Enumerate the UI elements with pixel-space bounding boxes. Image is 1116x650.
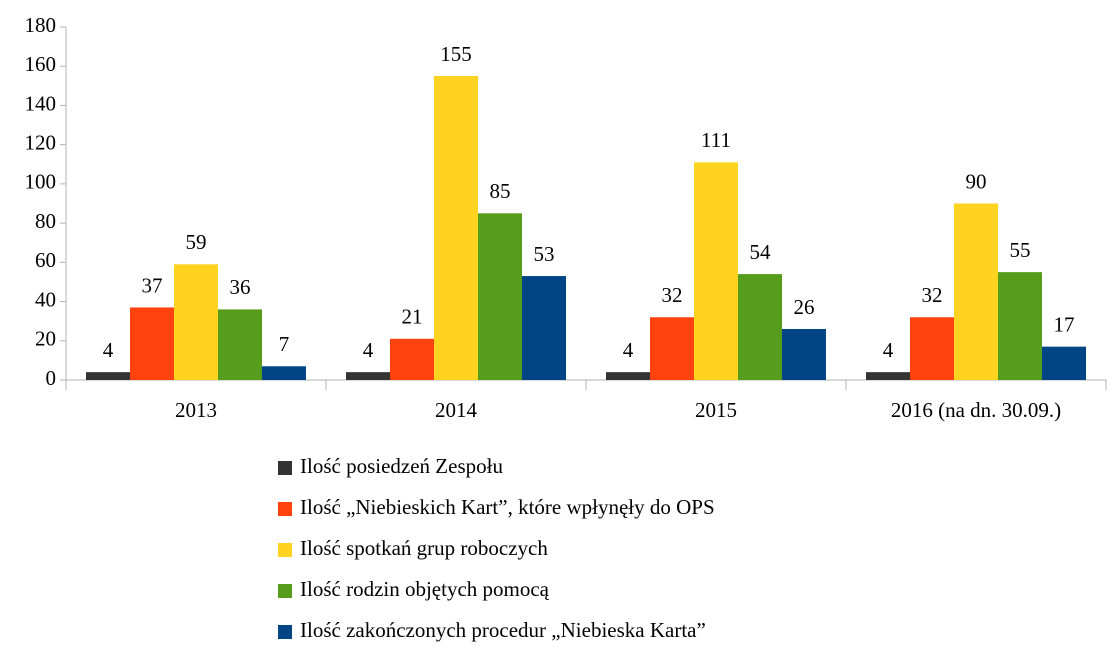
legend-swatch [278,543,292,557]
value-label: 4 [103,338,114,362]
y-tick-label: 160 [25,52,57,76]
legend-swatch [278,584,292,598]
y-tick-label: 100 [25,170,57,194]
bar [346,372,390,380]
y-tick-label: 180 [25,13,57,37]
bar [954,203,998,380]
legend-label: Ilość rodzin objętych pomocą [300,577,550,601]
bar [1042,346,1086,380]
value-label: 4 [883,338,894,362]
bar [782,329,826,380]
value-label: 7 [279,332,290,356]
value-label: 17 [1054,312,1075,336]
y-tick-label: 20 [35,327,56,351]
legend-swatch [278,461,292,475]
bar [390,338,434,380]
bar [738,274,782,380]
x-tick-label: 2014 [435,398,478,422]
value-label: 32 [922,283,943,307]
x-tick-label: 2016 (na dn. 30.09.) [891,398,1061,422]
bar [606,372,650,380]
bar [218,309,262,380]
value-label: 32 [662,283,683,307]
value-label: 59 [186,230,207,254]
y-tick-label: 0 [46,366,57,390]
legend-swatch [278,625,292,639]
bar [650,317,694,380]
x-tick-label: 2015 [695,398,737,422]
value-label: 90 [966,169,987,193]
bar [174,264,218,380]
legend-label: Ilość posiedzeń Zespołu [300,454,503,478]
bar [998,272,1042,380]
value-label: 26 [794,295,815,319]
value-label: 155 [440,42,472,66]
value-label: 37 [142,273,163,297]
value-label: 55 [1010,238,1031,262]
bar [86,372,130,380]
y-tick-label: 80 [35,209,56,233]
bar [130,307,174,380]
legend-label: Ilość „Niebieskich Kart”, które wpłynęły… [300,495,715,519]
value-label: 4 [623,338,634,362]
bar [434,76,478,381]
value-label: 54 [750,240,772,264]
value-label: 111 [701,128,731,152]
y-tick-label: 120 [25,130,57,154]
bar [694,162,738,380]
y-tick-label: 140 [25,91,57,115]
legend-label: Ilość zakończonych procedur „Niebieska K… [300,618,706,642]
value-label: 21 [402,305,423,329]
value-label: 4 [363,338,374,362]
bar [910,317,954,380]
value-label: 53 [534,242,555,266]
value-label: 36 [230,275,251,299]
bar [262,366,306,380]
y-tick-label: 40 [35,287,56,311]
value-label: 85 [490,179,511,203]
bar [522,276,566,380]
legend-swatch [278,502,292,516]
bar [866,372,910,380]
legend-label: Ilość spotkań grup roboczych [300,536,548,560]
x-tick-label: 2013 [175,398,217,422]
y-tick-label: 60 [35,248,56,272]
bar [478,213,522,380]
